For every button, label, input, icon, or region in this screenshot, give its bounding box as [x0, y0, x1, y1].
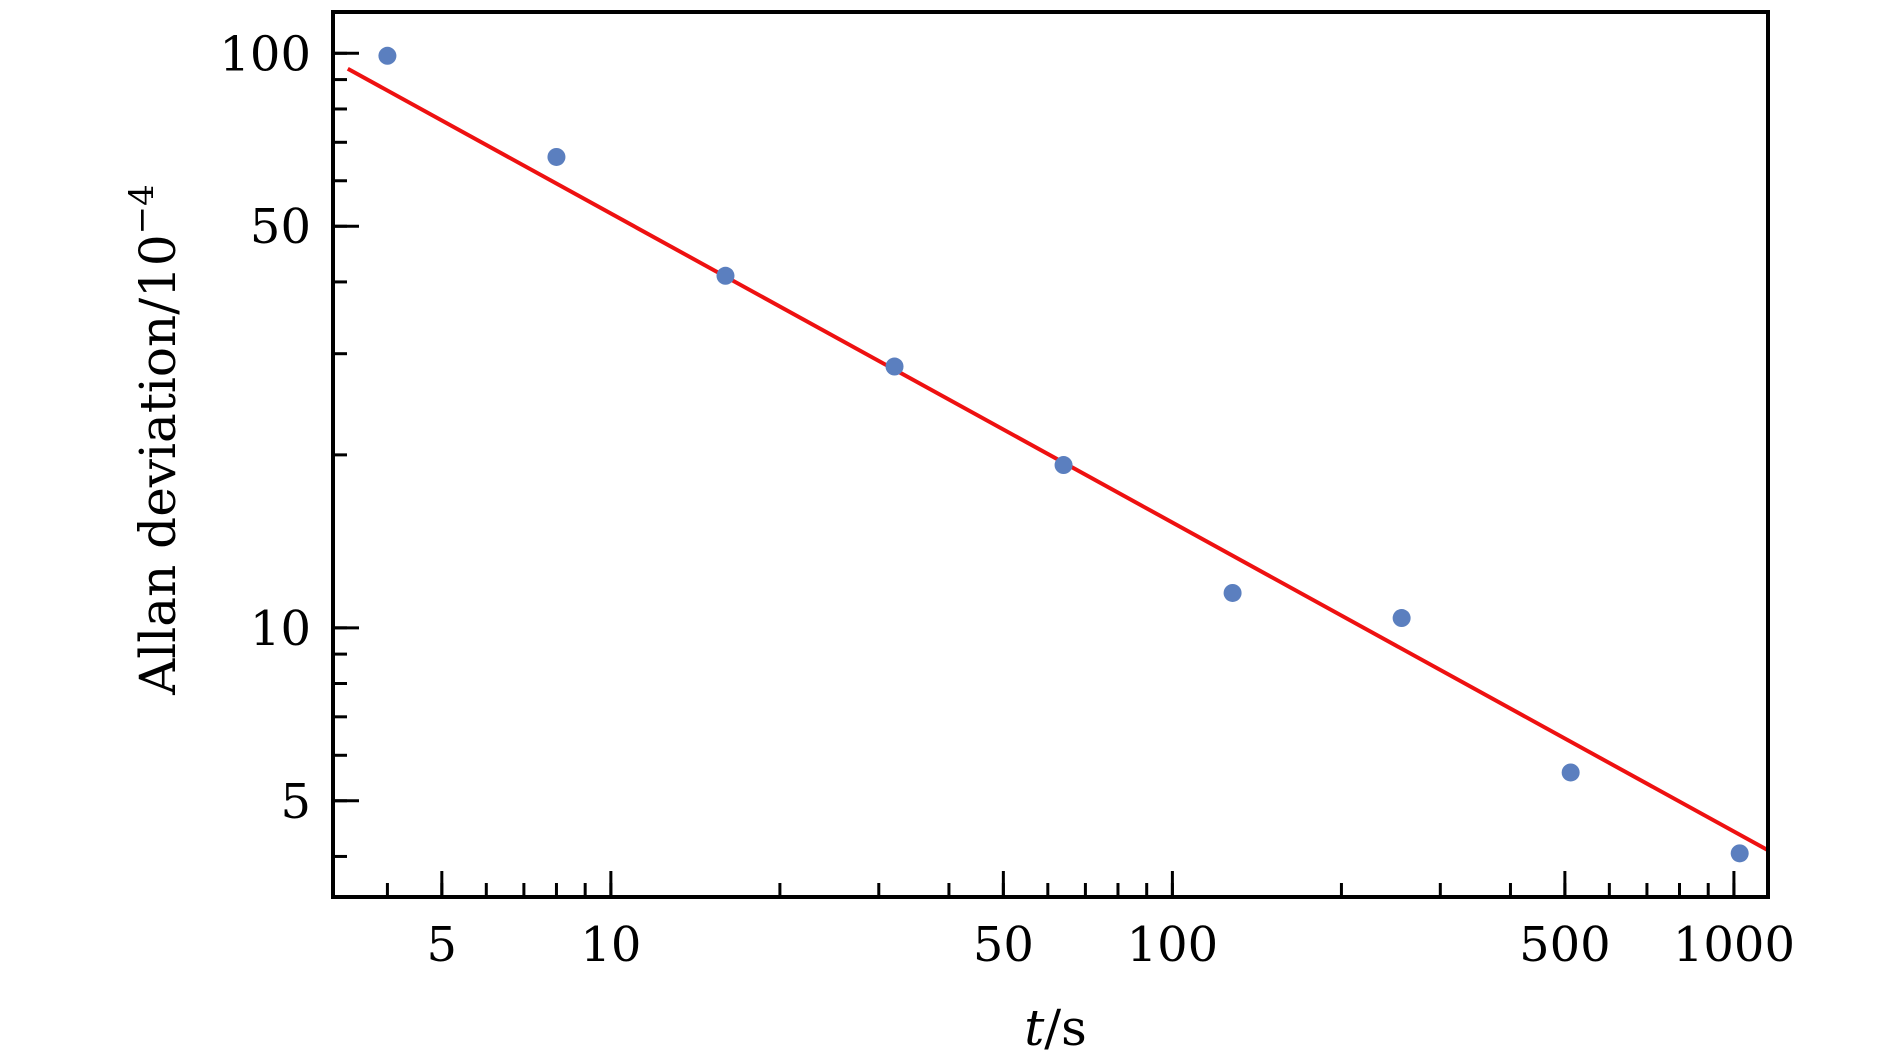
y-axis-title-base: Allan deviation/10 [129, 234, 187, 696]
data-point [1054, 456, 1073, 475]
y-tick-label: 5 [280, 774, 311, 830]
series-layer [346, 46, 1769, 863]
minor-ticks [333, 51, 1736, 897]
data-point [378, 46, 397, 65]
x-axis-title-unit: /s [1044, 999, 1087, 1057]
y-axis-title-exponent: −4 [122, 184, 162, 234]
x-tick-label: 10 [580, 917, 641, 973]
x-tick-label: 5 [427, 917, 458, 973]
major-ticks [333, 51, 1736, 897]
data-point [716, 266, 735, 285]
x-tick-label: 100 [1127, 917, 1219, 973]
x-tick-label: 1000 [1673, 917, 1795, 973]
data-point [1223, 583, 1242, 602]
x-axis-title-variable: t [1024, 999, 1045, 1057]
data-point [885, 357, 904, 376]
data-point [1561, 763, 1580, 782]
y-tick-label: 100 [219, 26, 311, 82]
y-tick-label: 10 [250, 601, 311, 657]
data-point [1730, 844, 1749, 863]
data-point [547, 147, 566, 166]
x-axis-title: t/s [1024, 999, 1087, 1057]
tick-labels: 5 10 50 100 500 1000 5 10 50 100 [219, 26, 1795, 973]
plot-frame [331, 10, 1770, 899]
y-axis-title: Allan deviation/10−4 [122, 184, 187, 696]
x-tick-label: 500 [1519, 917, 1611, 973]
x-tick-label: 50 [973, 917, 1034, 973]
svg-text:Allan deviation/10−4: Allan deviation/10−4 [122, 184, 187, 696]
y-tick-label: 50 [250, 199, 311, 255]
data-point [1392, 609, 1411, 628]
